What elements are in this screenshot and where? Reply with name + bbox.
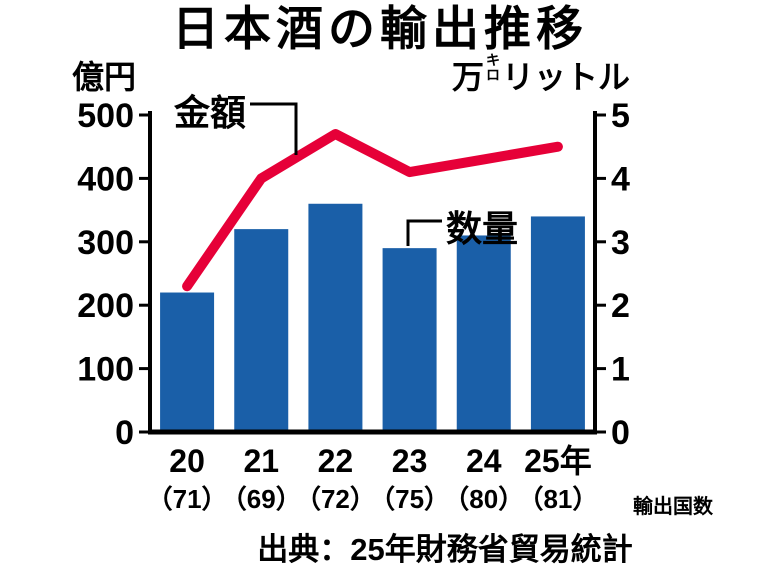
right-axis-unit-man: 万 [452, 59, 485, 95]
series-label-quantity: 数量 [446, 208, 519, 249]
x-category-label: 23 [392, 443, 428, 479]
export-country-count: （75） [369, 484, 450, 514]
x-category-label: 25年 [524, 443, 592, 479]
tick-label-right: 1 [611, 351, 630, 389]
export-country-count: （80） [443, 484, 524, 514]
tick-label-left: 500 [77, 97, 134, 135]
x-category-label: 22 [318, 443, 354, 479]
tick-label-right: 4 [611, 160, 630, 198]
right-axis-unit-kilo-top: キ [486, 52, 501, 68]
source-note: 出典：25年財務省貿易統計 [257, 532, 633, 567]
tick-label-right: 0 [611, 414, 630, 452]
line-amount [182, 129, 563, 292]
export-country-count: （72） [295, 484, 376, 514]
bar-quantity [456, 235, 511, 432]
tick-label-left: 400 [77, 160, 134, 198]
x-category-label: 24 [466, 443, 502, 479]
bar-quantity [160, 292, 215, 432]
right-axis-unit: 万 キ ロ リットル [452, 52, 630, 98]
tick-label-left: 0 [115, 414, 134, 452]
tick-label-left: 200 [77, 287, 134, 325]
right-axis-unit-kilo: キ ロ [486, 53, 500, 82]
chart-title: 日本酒の輸出推移 [172, 2, 588, 55]
tick-label-left: 300 [77, 224, 134, 262]
x-category-label: 21 [243, 443, 279, 479]
amount-leader-line [250, 102, 298, 155]
export-country-count: （69） [221, 484, 302, 514]
tick-label-right: 3 [611, 224, 630, 262]
left-axis-unit: 億円 [72, 59, 137, 95]
series-label-amount: 金額 [174, 92, 247, 133]
bar-quantity [234, 229, 289, 432]
export-country-count: （81） [517, 484, 598, 514]
quantity-leader-line [406, 219, 442, 246]
bar-quantity [530, 216, 585, 432]
right-axis-unit-litre: リットル [502, 59, 631, 95]
tick-label-right: 2 [611, 287, 630, 325]
export-countries-label: 輸出国数 [633, 496, 713, 518]
bar-quantity [382, 248, 437, 432]
tick-label-right: 5 [611, 97, 630, 135]
export-country-count: （71） [147, 484, 228, 514]
x-category-label: 20 [169, 443, 205, 479]
right-axis-unit-kilo-bottom: ロ [486, 66, 501, 83]
bar-quantity [308, 203, 363, 432]
tick-label-left: 100 [77, 351, 134, 389]
